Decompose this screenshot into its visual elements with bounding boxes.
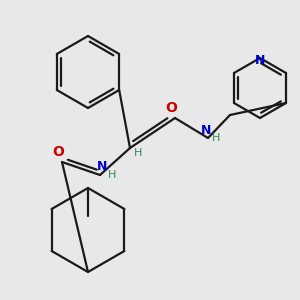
Text: O: O — [165, 101, 177, 115]
Text: N: N — [255, 53, 265, 67]
Text: H: H — [212, 133, 220, 143]
Text: N: N — [201, 124, 211, 136]
Text: O: O — [52, 145, 64, 159]
Text: N: N — [97, 160, 107, 173]
Text: H: H — [134, 148, 142, 158]
Text: H: H — [108, 170, 116, 180]
